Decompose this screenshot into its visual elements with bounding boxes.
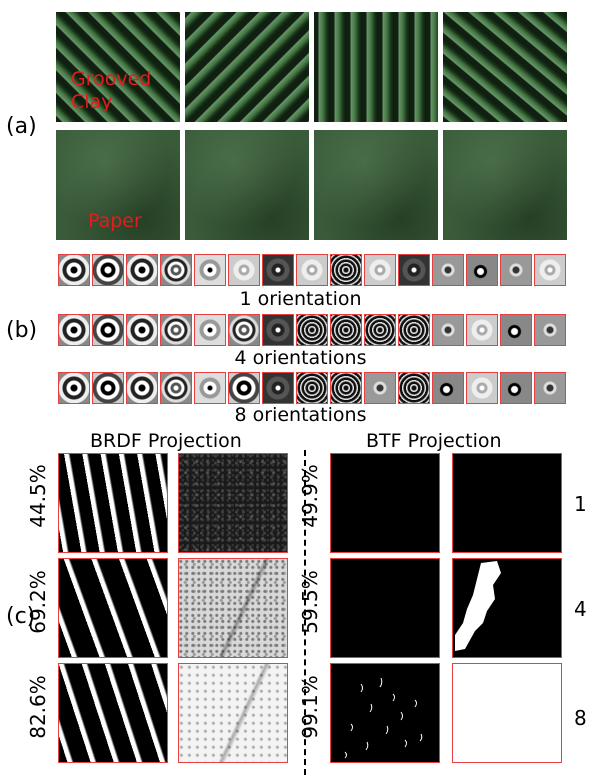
strip-label-2: 4 orientations	[234, 347, 367, 369]
brdf-paper-image-2	[178, 558, 288, 658]
brdf-paper-image-1	[178, 453, 288, 553]
filter-image	[194, 314, 226, 346]
filter-image	[92, 254, 124, 286]
filter-image	[160, 254, 192, 286]
filter-image	[262, 372, 294, 404]
orientation-number-3: 8	[574, 706, 587, 730]
filter-image	[262, 314, 294, 346]
brdf-percentage-3: 82.6%	[26, 675, 50, 739]
btf-percentage-3: 99.1%	[298, 675, 322, 739]
brdf-percentage-2: 69.2%	[26, 570, 50, 634]
filter-image	[160, 314, 192, 346]
filter-image	[92, 372, 124, 404]
paper-tile-2	[185, 130, 309, 240]
filter-image	[58, 254, 90, 286]
paper-tile-3	[314, 130, 438, 240]
filter-image	[364, 372, 396, 404]
filter-image	[262, 254, 294, 286]
clay-tile-3	[314, 12, 438, 122]
filter-image	[126, 372, 158, 404]
filter-image	[296, 314, 328, 346]
filter-image	[228, 314, 260, 346]
filter-image	[160, 372, 192, 404]
white-blob-shape	[455, 561, 501, 651]
filter-image	[58, 314, 90, 346]
panel-label-a: (a)	[6, 114, 37, 139]
filter-image	[466, 254, 498, 286]
btf-percentage-1: 49.9%	[298, 464, 322, 528]
filter-image	[296, 254, 328, 286]
btf-percentage-2: 59.5%	[298, 570, 322, 634]
brdf-percentage-1: 44.5%	[26, 464, 50, 528]
filter-strip-1	[58, 254, 568, 286]
filter-image	[194, 254, 226, 286]
filter-image	[398, 254, 430, 286]
panel-label-c: (c)	[6, 604, 36, 629]
filter-image	[58, 372, 90, 404]
filter-image	[364, 314, 396, 346]
filter-image	[432, 314, 464, 346]
filter-image	[126, 314, 158, 346]
filter-image	[398, 372, 430, 404]
paper-tile-4	[443, 130, 567, 240]
brdf-clay-image-3	[58, 663, 168, 763]
btf-title: BTF Projection	[366, 430, 502, 452]
filter-image	[364, 254, 396, 286]
filter-image	[228, 254, 260, 286]
paper-tile-1: Paper	[56, 130, 180, 240]
clay-tile-2	[185, 12, 309, 122]
filter-image	[194, 372, 226, 404]
dashed-divider	[304, 450, 306, 775]
brdf-title: BRDF Projection	[90, 430, 242, 452]
brdf-clay-image-2	[58, 558, 168, 658]
filter-image	[466, 314, 498, 346]
filter-image	[500, 314, 532, 346]
strip-label-3: 8 orientations	[234, 404, 367, 426]
orientation-number-2: 4	[574, 597, 587, 621]
brdf-clay-image-1	[58, 453, 168, 553]
filter-image	[296, 372, 328, 404]
clay-tile-1: Grooved Clay	[56, 12, 180, 122]
filter-image	[126, 254, 158, 286]
strip-label-1: 1 orientation	[239, 288, 362, 310]
filter-strip-3	[58, 372, 568, 404]
panel-label-b: (b)	[6, 318, 38, 343]
filter-strip-2	[58, 314, 568, 346]
filter-image	[228, 372, 260, 404]
filter-image	[534, 372, 566, 404]
filter-image	[466, 372, 498, 404]
filter-image	[534, 314, 566, 346]
filter-image	[330, 314, 362, 346]
filter-image	[534, 254, 566, 286]
filter-image	[432, 254, 464, 286]
filter-image	[330, 254, 362, 286]
filter-image	[330, 372, 362, 404]
btf-paper-image-2	[452, 558, 562, 658]
sparse-edges-shape	[344, 677, 423, 759]
brdf-paper-image-3	[178, 663, 288, 763]
filter-image	[500, 254, 532, 286]
paper-label: Paper	[88, 210, 142, 232]
btf-clay-image-1	[330, 453, 440, 553]
btf-clay-image-3	[330, 663, 440, 763]
filter-image	[432, 372, 464, 404]
filter-image	[500, 372, 532, 404]
filter-image	[398, 314, 430, 346]
btf-paper-image-1	[452, 453, 562, 553]
btf-clay-image-2	[330, 558, 440, 658]
clay-tile-4	[443, 12, 567, 122]
orientation-number-1: 1	[574, 492, 587, 516]
clay-label: Grooved Clay	[71, 68, 152, 113]
filter-image	[92, 314, 124, 346]
btf-paper-image-3	[452, 663, 562, 763]
